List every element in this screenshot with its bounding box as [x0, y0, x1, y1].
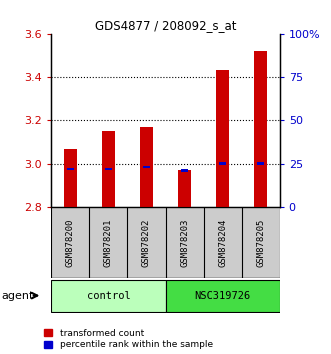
- Bar: [140, 127, 153, 207]
- Bar: [67, 168, 74, 170]
- Bar: [219, 162, 226, 165]
- Text: NSC319726: NSC319726: [195, 291, 251, 301]
- Text: control: control: [86, 291, 130, 301]
- Legend: transformed count, percentile rank within the sample: transformed count, percentile rank withi…: [44, 329, 213, 349]
- Text: GSM878202: GSM878202: [142, 218, 151, 267]
- Text: GSM878205: GSM878205: [256, 218, 265, 267]
- Bar: [181, 169, 188, 172]
- Text: GSM878200: GSM878200: [66, 218, 75, 267]
- Text: GSM878201: GSM878201: [104, 218, 113, 267]
- Bar: [51, 280, 166, 312]
- Bar: [216, 70, 229, 207]
- Bar: [254, 51, 267, 207]
- Text: agent: agent: [2, 291, 34, 301]
- Bar: [64, 149, 77, 207]
- Title: GDS4877 / 208092_s_at: GDS4877 / 208092_s_at: [95, 19, 236, 33]
- Bar: [143, 166, 150, 169]
- Text: GSM878204: GSM878204: [218, 218, 227, 267]
- Bar: [178, 170, 191, 207]
- Bar: [257, 162, 264, 165]
- Text: GSM878203: GSM878203: [180, 218, 189, 267]
- Bar: [102, 131, 115, 207]
- Bar: [105, 168, 112, 170]
- Bar: [166, 280, 280, 312]
